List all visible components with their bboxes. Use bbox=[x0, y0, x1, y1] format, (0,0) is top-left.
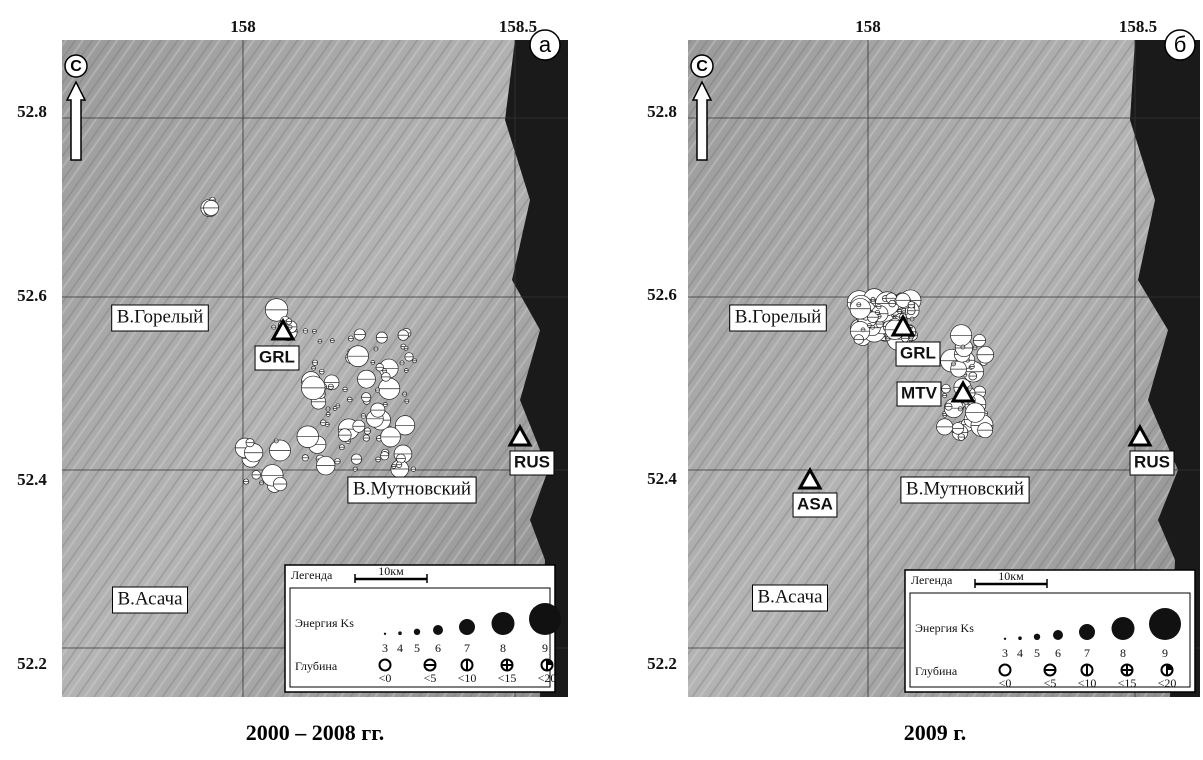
caption: 2000 – 2008 гг. bbox=[246, 720, 385, 745]
volcano-name: В.Асача bbox=[758, 586, 824, 607]
caption: 2009 г. bbox=[904, 720, 967, 745]
depth-symbol bbox=[380, 660, 391, 671]
depth-class: <0 bbox=[379, 671, 392, 685]
station-code: MTV bbox=[901, 383, 938, 402]
energy-symbol bbox=[1053, 630, 1063, 640]
lat-tick-label: 52.6 bbox=[17, 286, 47, 305]
energy-class: 6 bbox=[435, 641, 441, 655]
energy-symbol bbox=[529, 603, 561, 635]
energy-class: 8 bbox=[500, 641, 506, 655]
lat-tick-label: 52.8 bbox=[647, 102, 677, 121]
depth-class: <15 bbox=[498, 671, 517, 685]
depth-class: <20 bbox=[538, 671, 557, 685]
lon-tick-label: 158 bbox=[230, 17, 256, 36]
lat-tick-label: 52.4 bbox=[647, 469, 677, 488]
energy-class: 4 bbox=[397, 641, 403, 655]
volcano-name: В.Горелый bbox=[735, 306, 822, 327]
depth-symbol bbox=[1000, 665, 1011, 676]
energy-symbol bbox=[1004, 638, 1006, 640]
volcano-name: В.Асача bbox=[118, 588, 184, 609]
energy-symbol bbox=[459, 619, 475, 635]
energy-symbol bbox=[414, 629, 420, 635]
depth-label: Глубина bbox=[915, 664, 958, 678]
lat-tick-label: 52.2 bbox=[647, 654, 677, 673]
energy-class: 3 bbox=[1002, 646, 1008, 660]
energy-symbol bbox=[1149, 608, 1181, 640]
energy-symbol bbox=[1034, 634, 1040, 640]
station-code: ASA bbox=[797, 494, 833, 513]
energy-symbol bbox=[1079, 624, 1095, 640]
energy-symbol bbox=[1112, 617, 1135, 640]
station-code: GRL bbox=[900, 343, 936, 362]
energy-symbol bbox=[492, 612, 515, 635]
lon-tick-label: 158.5 bbox=[499, 17, 537, 36]
energy-class: 7 bbox=[1084, 646, 1090, 660]
lon-tick-label: 158 bbox=[855, 17, 881, 36]
lat-tick-label: 52.8 bbox=[17, 102, 47, 121]
depth-class: <10 bbox=[458, 671, 477, 685]
volcano-name: В.Горелый bbox=[117, 306, 204, 327]
scale-label: 10км bbox=[998, 569, 1024, 583]
energy-class: 7 bbox=[464, 641, 470, 655]
energy-class: 5 bbox=[414, 641, 420, 655]
energy-class: 9 bbox=[542, 641, 548, 655]
depth-class: <20 bbox=[1158, 676, 1177, 690]
energy-symbol bbox=[433, 625, 443, 635]
depth-class: <15 bbox=[1118, 676, 1137, 690]
lat-tick-label: 52.6 bbox=[647, 285, 677, 304]
energy-class: 9 bbox=[1162, 646, 1168, 660]
station-code: GRL bbox=[259, 347, 295, 366]
depth-class: <5 bbox=[424, 671, 437, 685]
depth-label: Глубина bbox=[295, 659, 338, 673]
legend-title: Легенда bbox=[911, 573, 953, 587]
lat-tick-label: 52.2 bbox=[17, 654, 47, 673]
north-label: С bbox=[70, 58, 82, 75]
legend-title: Легенда bbox=[291, 568, 333, 582]
energy-symbol bbox=[1018, 636, 1022, 640]
lon-tick-label: 158.5 bbox=[1119, 17, 1157, 36]
panel-letter: а bbox=[539, 32, 552, 57]
energy-class: 6 bbox=[1055, 646, 1061, 660]
energy-label: Энергия Ks bbox=[295, 616, 354, 630]
figure: 158 158.5 52.8 52.6 52.4 52.2 Са В.Горелый В.Мут… bbox=[0, 0, 1203, 760]
energy-class: 3 bbox=[382, 641, 388, 655]
north-label: С bbox=[696, 58, 708, 75]
energy-symbol bbox=[398, 631, 402, 635]
scale-label: 10км bbox=[378, 564, 404, 578]
energy-class: 5 bbox=[1034, 646, 1040, 660]
energy-class: 8 bbox=[1120, 646, 1126, 660]
station-code: RUS bbox=[1134, 452, 1170, 471]
volcano-name: В.Мутновский bbox=[906, 478, 1024, 499]
volcano-name: В.Мутновский bbox=[353, 478, 471, 499]
depth-class: <5 bbox=[1044, 676, 1057, 690]
energy-symbol bbox=[384, 633, 386, 635]
energy-class: 4 bbox=[1017, 646, 1023, 660]
panel-letter: б bbox=[1174, 32, 1187, 57]
depth-class: <0 bbox=[999, 676, 1012, 690]
energy-label: Энергия Ks bbox=[915, 621, 974, 635]
depth-class: <10 bbox=[1078, 676, 1097, 690]
station-code: RUS bbox=[514, 452, 550, 471]
lat-tick-label: 52.4 bbox=[17, 470, 47, 489]
